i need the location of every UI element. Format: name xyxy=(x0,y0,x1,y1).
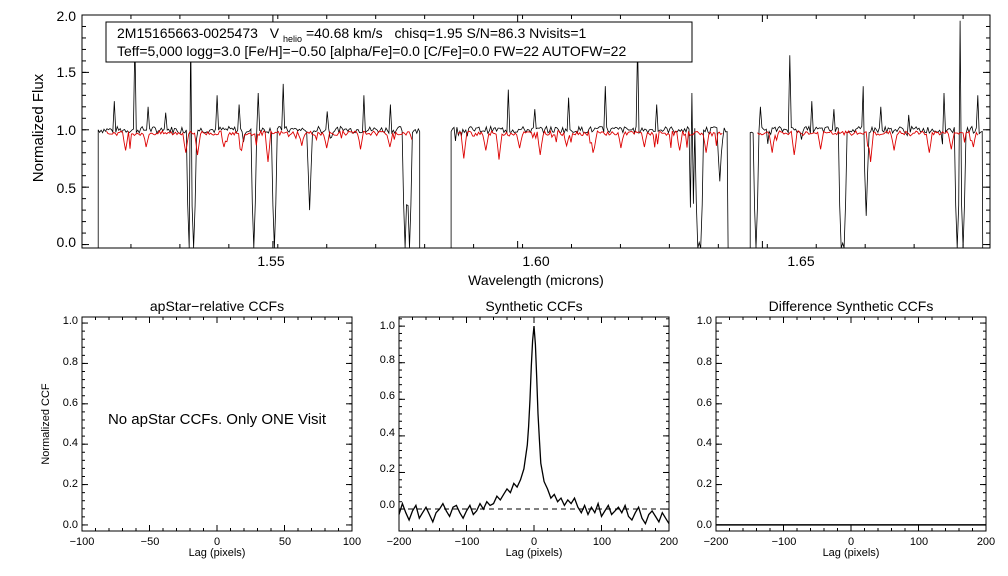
spectrum-axes-frame xyxy=(81,14,991,249)
spectrum-y-tick-label: 2.0 xyxy=(57,8,77,24)
spectrum-y-tick-label: 1.5 xyxy=(57,64,77,80)
info-line-1: 2M15165663-0025473 V helio =40.68 km/s c… xyxy=(117,25,587,45)
spectrum-y-tick-label: 0.0 xyxy=(57,234,77,250)
apstar-ccf-y-tick-label: 0.0 xyxy=(63,519,78,531)
apstar-ccf-panel: apStar−relative CCFs No apStar CCFs. Onl… xyxy=(40,298,361,559)
apstar-ccf-x-tick-label: 50 xyxy=(279,536,291,548)
apstar-ccf-x-tick-label: −50 xyxy=(141,536,160,548)
difference-ccf-x-tick-label: 0 xyxy=(848,536,854,548)
synthetic-ccf-x-tick-label: −200 xyxy=(387,536,412,548)
spectrum-x-tick-label: 1.55 xyxy=(257,253,284,269)
synthetic-ccf-x-axis-label: Lag (pixels) xyxy=(506,547,563,559)
observed-spectrum-line xyxy=(97,32,421,249)
observed-spectrum-line xyxy=(749,20,984,249)
spectrum-panel: 1.55 1.60 1.65 0.0 0.5 1.0 1.5 2.0 Wavel… xyxy=(30,8,991,288)
difference-ccf-x-tick-label: −100 xyxy=(772,536,797,548)
spectrum-y-tick-label: 0.5 xyxy=(57,180,77,196)
apstar-ccf-annotation: No apStar CCFs. Only ONE Visit xyxy=(108,411,327,428)
difference-ccf-x-axis-label: Lag (pixels) xyxy=(823,547,880,559)
difference-ccf-x-tick-label: 200 xyxy=(977,536,995,548)
velocity-symbol: V xyxy=(270,25,280,41)
star-id: 2M15165663-0025473 xyxy=(117,25,258,41)
spectrum-x-axis-label: Wavelength (microns) xyxy=(468,272,604,288)
synthetic-ccf-x-tick-label: 100 xyxy=(593,536,611,548)
fit-statistics: chisq=1.95 S/N=86.3 Nvisits=1 xyxy=(394,25,586,41)
apstar-ccf-y-tick-label: 1.0 xyxy=(63,315,78,327)
apstar-ccf-x-tick-label: −100 xyxy=(70,536,95,548)
difference-ccf-y-tick-label: 0.8 xyxy=(697,356,712,368)
observed-spectrum-line xyxy=(450,43,729,249)
model-spectrum-line xyxy=(106,129,413,162)
apstar-ccf-x-tick-label: 0 xyxy=(214,536,220,548)
apstar-ccf-y-axis-label: Normalized CCF xyxy=(40,383,52,465)
spectrum-x-tick-label: 1.65 xyxy=(787,253,814,269)
synthetic-ccf-title: Synthetic CCFs xyxy=(485,298,582,314)
velocity-subscript: helio xyxy=(283,34,302,44)
apstar-ccf-x-tick-label: 100 xyxy=(343,536,361,548)
difference-ccf-x-tick-label: −200 xyxy=(704,536,729,548)
synthetic-ccf-y-tick-label: 0.6 xyxy=(380,390,395,402)
apstar-ccf-axes-frame xyxy=(81,316,353,532)
spectrum-y-tick-label: 1.0 xyxy=(57,122,77,138)
difference-ccf-y-tick-label: 0.6 xyxy=(697,397,712,409)
spectrum-traces xyxy=(97,20,984,249)
synthetic-ccf-x-tick-label: 200 xyxy=(660,536,678,548)
apstar-ccf-x-axis-label: Lag (pixels) xyxy=(189,547,246,559)
spectrum-ticks xyxy=(81,14,990,248)
synthetic-ccf-y-tick-label: 0.0 xyxy=(380,499,395,511)
apstar-ccf-y-tick-label: 0.2 xyxy=(63,478,78,490)
difference-ccf-y-tick-label: 0.0 xyxy=(697,519,712,531)
synthetic-ccf-axes-frame xyxy=(398,316,670,532)
apstar-ccf-y-tick-label: 0.6 xyxy=(63,397,78,409)
synthetic-ccf-x-tick-label: 0 xyxy=(531,536,537,548)
synthetic-ccf-y-tick-label: 0.8 xyxy=(380,354,395,366)
model-spectrum-line xyxy=(757,130,979,162)
synthetic-ccf-y-tick-label: 1.0 xyxy=(380,320,395,332)
spectrum-info-box: 2M15165663-0025473 V helio =40.68 km/s c… xyxy=(105,21,693,63)
difference-ccf-axes-frame xyxy=(715,316,987,532)
difference-ccf-panel: Difference Synthetic CCFs −200 −100 0 10… xyxy=(697,298,995,559)
difference-ccf-title: Difference Synthetic CCFs xyxy=(769,298,934,314)
spectrum-y-axis-label: Normalized Flux xyxy=(30,73,47,182)
apstar-ccf-y-tick-label: 0.8 xyxy=(63,356,78,368)
synthetic-ccf-curve-group xyxy=(398,326,670,526)
apstar-ccf-y-tick-label: 0.4 xyxy=(63,437,78,449)
difference-ccf-x-tick-label: 100 xyxy=(910,536,928,548)
model-spectrum-line xyxy=(457,129,723,160)
synthetic-ccf-panel: Synthetic CCFs −200 −100 0 100 200 0.0 0… xyxy=(380,298,678,559)
synthetic-ccf-y-tick-label: 0.4 xyxy=(380,427,395,439)
info-line-2: Teff=5,000 logg=3.0 [Fe/H]=−0.50 [alpha/… xyxy=(117,43,626,59)
synthetic-ccf-y-tick-label: 0.2 xyxy=(380,463,395,475)
difference-ccf-y-tick-label: 0.4 xyxy=(697,437,712,449)
synthetic-ccf-curve xyxy=(398,326,670,526)
velocity-value: =40.68 km/s xyxy=(306,25,383,41)
difference-ccf-y-tick-label: 0.2 xyxy=(697,478,712,490)
difference-ccf-y-tick-label: 1.0 xyxy=(697,315,712,327)
apstar-ccf-title: apStar−relative CCFs xyxy=(150,298,284,314)
spectrum-x-tick-label: 1.60 xyxy=(522,253,549,269)
synthetic-ccf-x-tick-label: −100 xyxy=(455,536,480,548)
